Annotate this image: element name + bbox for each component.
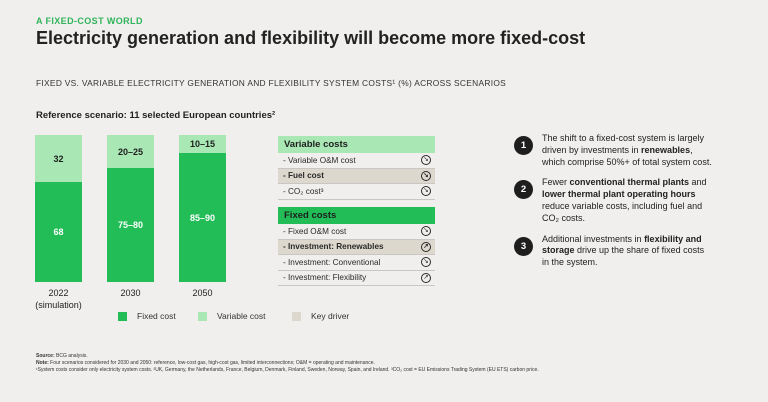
- fixed-costs-heading: Fixed costs: [278, 207, 435, 224]
- fixed-costs-panel: Fixed costs - Fixed O&M cost ↘ - Investmen…: [278, 207, 435, 286]
- variable-costs-panel: Variable costs - Variable O&M cost ↘ - Fue…: [278, 136, 435, 200]
- footer: Source: BCG analysis. Note: Four scenari…: [36, 353, 736, 374]
- arrow-up-right-icon: ↗: [421, 272, 431, 283]
- fixed-cost-row-3: - Investment: Flexibility ↗: [278, 271, 435, 286]
- legend-variable-label: Variable cost: [217, 311, 266, 321]
- variable-cost-row-1: - Fuel cost ↘: [278, 168, 435, 184]
- variable-cost-row-0: - Variable O&M cost ↘: [278, 153, 435, 169]
- page-title: Electricity generation and flexibility w…: [36, 28, 586, 48]
- bar-variable-1: 20–25: [107, 135, 154, 169]
- fixed-cost-row-2: - Investment: Conventional ↘: [278, 255, 435, 271]
- legend-variable: Variable cost: [198, 311, 266, 321]
- fixed-cost-row-label: - Investment: Conventional: [283, 257, 381, 267]
- arrow-down-right-icon: ↘: [421, 186, 431, 197]
- arrow-down-right-icon: ↘: [421, 170, 431, 181]
- point-number-badge: 1: [514, 136, 533, 155]
- note-label: Note:: [36, 360, 49, 366]
- legend-key: Key driver: [292, 311, 349, 321]
- legend-key-label: Key driver: [311, 311, 350, 321]
- source-label: Source:: [36, 353, 55, 359]
- legend-key-swatch: [292, 311, 301, 321]
- fixed-cost-row-1: - Investment: Renewables ↗: [278, 239, 435, 255]
- bar-fixed-1: 75–80: [107, 168, 154, 282]
- key-point-1: 1 The shift to a fixed-cost system is lar…: [514, 133, 744, 168]
- note-text: Four scenarios considered for 2030 and 2…: [48, 360, 375, 366]
- bar-fixed-2: 85–90: [179, 153, 226, 282]
- key-points: 1 The shift to a fixed-cost system is lar…: [514, 133, 744, 278]
- point-number-badge: 2: [514, 180, 533, 200]
- fixed-cost-row-0: - Fixed O&M cost ↘: [278, 224, 435, 240]
- footnote-text: ¹System costs consider only electricity …: [36, 367, 539, 373]
- legend-fixed: Fixed cost: [118, 311, 176, 321]
- variable-cost-row-label: - Variable O&M cost: [283, 155, 356, 165]
- arrow-up-right-icon: ↗: [421, 241, 431, 252]
- bar-category-label-2: 2050: [192, 288, 213, 298]
- legend-fixed-swatch: [118, 311, 127, 321]
- bar-fixed-0: 68: [35, 182, 82, 282]
- point-number-badge: 3: [514, 236, 533, 256]
- arrow-down-right-icon: ↘: [421, 155, 431, 166]
- key-point-2: 2 Fewer conventional thermal plants and l…: [514, 177, 744, 224]
- variable-costs-heading: Variable costs: [278, 136, 435, 153]
- source-text: BCG analysis.: [54, 353, 88, 359]
- scenario-label: Reference scenario: 11 selected European…: [36, 110, 276, 121]
- legend-variable-swatch: [198, 311, 207, 321]
- arrow-down-right-icon: ↘: [421, 226, 431, 237]
- fixed-cost-row-label: - Investment: Flexibility: [283, 273, 367, 283]
- kicker: A FIXED-COST WORLD: [36, 16, 143, 26]
- key-point-3: 3 Additional investments in flexibility a…: [514, 234, 744, 269]
- chart-subtitle: FIXED VS. VARIABLE ELECTRICITY GENERATIO…: [36, 78, 507, 88]
- arrow-down-right-icon: ↘: [421, 257, 431, 268]
- fixed-cost-row-label: - Investment: Renewables: [283, 242, 384, 252]
- legend-fixed-label: Fixed cost: [137, 311, 176, 321]
- point-text: Additional investments in flexibility an…: [542, 233, 705, 268]
- bar-category-label-0: 2022 (simulation): [35, 288, 82, 310]
- variable-cost-row-label: - Fuel cost: [283, 171, 324, 181]
- variable-cost-row-label: - CO₂ cost³: [283, 186, 324, 196]
- point-text: The shift to a fixed-cost system is larg…: [542, 133, 712, 167]
- fixed-cost-row-label: - Fixed O&M cost: [283, 226, 347, 236]
- variable-cost-row-2: - CO₂ cost³ ↘: [278, 184, 435, 200]
- bar-variable-2: 10–15: [179, 135, 226, 154]
- bar-variable-0: 32: [35, 135, 82, 183]
- point-text: Fewer conventional thermal plants and lo…: [542, 177, 707, 223]
- bar-category-label-1: 2030: [120, 288, 141, 298]
